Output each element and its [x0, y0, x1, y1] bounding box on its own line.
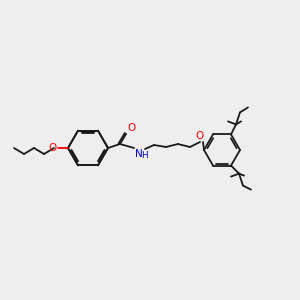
Text: H: H — [141, 151, 148, 160]
Text: O: O — [127, 123, 135, 133]
Text: O: O — [196, 131, 204, 141]
Text: O: O — [49, 143, 57, 153]
Text: N: N — [135, 149, 143, 159]
